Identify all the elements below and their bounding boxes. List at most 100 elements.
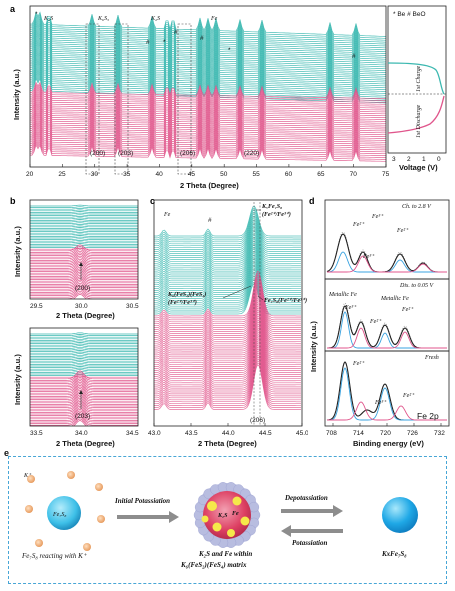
dash-box-206 — [177, 23, 192, 175]
dash-box-203 — [114, 23, 129, 175]
d-mid-fe2a: Fe²⁺ — [401, 306, 414, 313]
hkl-200: (200) — [90, 150, 105, 157]
panel-d-svg: d Ch. to 2.8 V Dis. to 0.05 V Fresh Meta… — [309, 196, 450, 448]
d-top-fe2a: Fe²⁺ — [352, 221, 365, 228]
e-dep-label: Depotassiation — [285, 494, 328, 502]
e-mid-fe: Fe — [232, 511, 239, 517]
b-bot-hkl: (203) — [75, 413, 90, 420]
b-top-xtick-2: 30.5 — [126, 303, 139, 310]
c-xtick: 43.5 — [185, 430, 198, 437]
legend-text: * Be # BeO — [393, 11, 426, 18]
panel-a-svg: a Intensity (a.u.) 2 Theta (Degree) 20 25… — [10, 4, 447, 190]
fe7s8-particle — [47, 496, 81, 530]
a-xtick: 60 — [285, 171, 293, 178]
panel-a-frame — [29, 5, 387, 168]
a-xtick: 70 — [350, 171, 358, 178]
hkl-203: (203) — [118, 150, 133, 157]
b-bot-xtick-0: 33.5 — [30, 430, 43, 437]
panel-d-label: d — [309, 196, 315, 206]
d-mid-fe3: Fe³⁺ — [344, 304, 357, 311]
e-left-particle: Fe₇S₈ — [52, 512, 67, 518]
e-mid-k2s: K₂S — [217, 513, 228, 519]
a-xtick: 35 — [123, 171, 131, 178]
panel-d-xticks: 708 714 720 726 732 — [326, 423, 445, 437]
a-xtick: 75 — [382, 171, 390, 178]
hkl-206: (206) — [180, 150, 195, 157]
panel-e-svg: Fe₇S₈ K⁺ K₂S Fe — [23, 471, 418, 551]
c-xtick: 44.5 — [259, 430, 272, 437]
c-xtick: 45.0 — [296, 430, 308, 437]
svg-text:*: * — [228, 47, 231, 54]
e-left-caption: Fe₇S₈ reacting with K⁺ — [22, 552, 87, 560]
panel-b-bottom-ylabel: Intensity (a.u.) — [13, 354, 22, 405]
vtick-0: 0 — [437, 156, 441, 163]
panel-d-ylabel: Intensity (a.u.) — [309, 321, 318, 372]
panel-b-top-frame — [29, 199, 139, 300]
k-ions — [25, 471, 105, 551]
svg-text:*: * — [163, 39, 166, 46]
panel-b-top-xlabel: 2 Theta (Degree) — [56, 311, 115, 320]
panel-b-top-ylabel: Intensity (a.u.) — [13, 226, 22, 277]
panel-a-xticks: 20 25 30 35 40 45 50 55 60 65 70 75 — [26, 164, 390, 178]
discharge-curve — [387, 95, 445, 134]
b-top-hkl: (200) — [75, 285, 90, 292]
c-ann1a: KₓFe₇S₈ — [261, 204, 282, 210]
b-bot-xtick-1: 34.0 — [75, 430, 88, 437]
dash-box-200 — [85, 23, 100, 175]
kxfe7s8-particle — [382, 497, 418, 533]
vtick-2: 2 — [407, 156, 411, 163]
panel-d: d Ch. to 2.8 V Dis. to 0.05 V Fresh Meta… — [305, 192, 455, 454]
panel-d-xlabel: Binding energy (eV) — [353, 439, 424, 448]
d-metallic2: Metallic Fe — [380, 296, 409, 302]
a-xtick: 40 — [155, 171, 163, 178]
panel-b-bottom-frame — [29, 327, 139, 427]
d-top-fe3: Fe³⁺ — [371, 213, 384, 220]
c-fe: Fe — [163, 212, 171, 218]
panel-a-waterfall — [30, 11, 386, 162]
d-xtick: 708 — [326, 430, 337, 437]
d-region: Fe 2p — [417, 411, 439, 421]
panel-c: c Fe # KₓFe₇S₈ (Fe²⁺/Fe³⁺) K₆(FeS₂)(FeS₄… — [148, 192, 309, 454]
c-hash: # — [208, 217, 212, 224]
d-xtick: 714 — [353, 430, 364, 437]
panel-a: a Intensity (a.u.) 2 Theta (Degree) 20 25… — [0, 0, 455, 190]
vtick-3: 3 — [392, 156, 396, 163]
d-top-fe3b: Fe³⁺ — [362, 253, 375, 260]
d-mid-fe2b: Fe²⁺ — [369, 318, 382, 325]
d-xtick: 732 — [434, 430, 445, 437]
e-right-caption: KxFe₇S₈ — [382, 550, 407, 558]
panel-c-label: c — [150, 196, 155, 206]
phase-k2s-1: K₂S — [43, 16, 53, 22]
panel-a-ylabel: Intensity (a.u.) — [12, 69, 21, 120]
d-mid-title: Dis. to 0.05 V — [399, 283, 435, 289]
a-xtick: 20 — [26, 171, 34, 178]
c-ann1b: (Fe²⁺/Fe³⁺) — [262, 211, 291, 218]
c-xtick: 43.0 — [148, 430, 161, 437]
d-top-title: Ch. to 2.8 V — [402, 204, 432, 210]
panel-d-top-frame — [324, 199, 450, 280]
d-xtick: 726 — [407, 430, 418, 437]
composite-particle — [193, 482, 261, 548]
arrow-potassiation — [281, 525, 343, 537]
panel-b: b Intensity (a.u.) Intensity (a.u.) 29.5… — [0, 192, 150, 454]
panel-c-svg: c Fe # KₓFe₇S₈ (Fe²⁺/Fe³⁺) K₆(FeS₂)(FeS₄… — [148, 196, 309, 448]
svg-text:#: # — [146, 39, 150, 46]
phase-k2s-2: K₂S — [150, 16, 160, 22]
b-bot-xtick-2: 34.5 — [126, 430, 139, 437]
a-xtick: 65 — [317, 171, 325, 178]
d-metallic1: Metallic Fe — [328, 292, 357, 298]
panel-c-xticks: 43.0 43.5 44.0 44.5 45.0 — [148, 423, 309, 437]
a-xtick: 45 — [188, 171, 196, 178]
d-bot-fe2: Fe²⁺ — [352, 360, 365, 367]
voltage-xlabel: Voltage (V) — [399, 163, 438, 172]
svg-text:#: # — [200, 35, 204, 42]
svg-text:#: # — [174, 29, 178, 36]
phase-fe: Fe — [210, 16, 218, 22]
a-xtick: 25 — [58, 171, 66, 178]
a-xtick: 50 — [220, 171, 228, 178]
panel-c-xlabel: 2 Theta (Degree) — [198, 439, 257, 448]
svg-text:#: # — [352, 53, 356, 60]
charge-label: 1st Charge — [416, 65, 422, 92]
c-ann2a: K₆(FeS₂)(FeS₄) — [167, 291, 206, 298]
panel-b-svg: b Intensity (a.u.) Intensity (a.u.) 29.5… — [10, 196, 139, 448]
